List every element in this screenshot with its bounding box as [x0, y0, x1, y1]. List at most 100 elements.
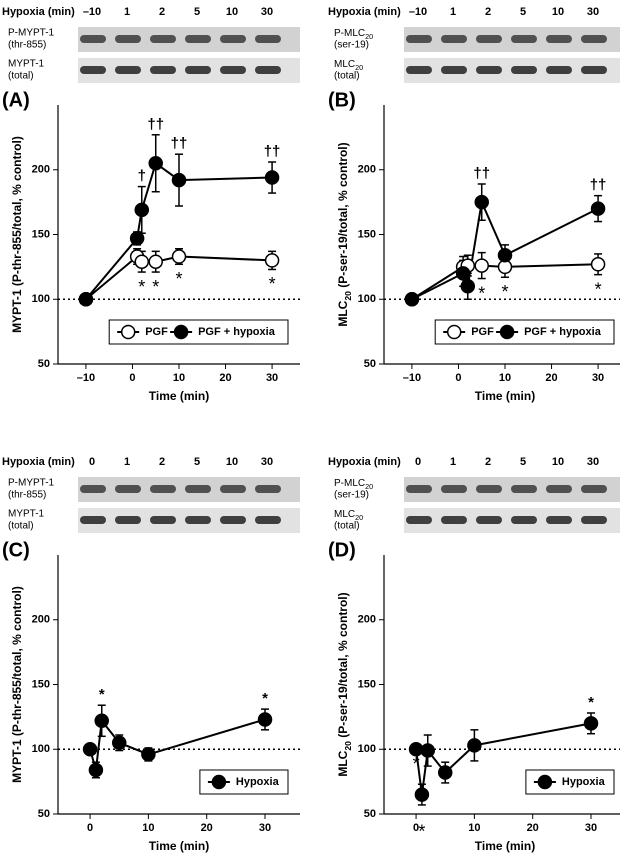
y-tick-label: 100 — [358, 293, 376, 305]
lane-label: 1 — [450, 6, 456, 18]
annotation: * — [413, 754, 420, 774]
series-line — [85, 161, 273, 300]
legend-label: Hypoxia — [236, 776, 280, 788]
lane-label: 10 — [226, 6, 238, 18]
lane-label: 5 — [520, 456, 526, 468]
legend-label: PGF + hypoxia — [198, 326, 276, 338]
blot-band — [441, 516, 467, 524]
marker — [264, 170, 280, 185]
x-tick-label: 0 — [129, 372, 135, 384]
marker — [264, 253, 280, 268]
series-line — [415, 722, 592, 795]
marker — [474, 258, 489, 273]
blot-band — [476, 35, 502, 43]
blot-band — [115, 485, 141, 493]
x-tick-label: 10 — [142, 822, 154, 834]
blot-row-label: MYPT-1 — [8, 509, 45, 520]
y-tick-label: 200 — [358, 614, 376, 626]
marker — [420, 743, 435, 758]
x-tick-label: 20 — [219, 372, 231, 384]
blot-band — [581, 485, 607, 493]
marker — [94, 713, 109, 729]
blot-band — [406, 35, 432, 43]
annotation: * — [138, 277, 145, 297]
blot-band — [406, 485, 432, 493]
blot-title: Hypoxia (min) — [2, 6, 75, 18]
blot-band — [220, 66, 246, 74]
x-tick-label: 30 — [266, 372, 278, 384]
blot-band — [441, 485, 467, 493]
blot-band — [511, 485, 537, 493]
x-tick-label: 10 — [173, 372, 185, 384]
panel-label: (D) — [328, 539, 356, 561]
blot-band — [220, 516, 246, 524]
x-axis-title: Time (min) — [149, 389, 209, 403]
lane-label: 30 — [261, 456, 273, 468]
x-tick-label: 30 — [259, 822, 271, 834]
blot-title: Hypoxia (min) — [328, 6, 401, 18]
marker — [583, 716, 599, 731]
marker — [88, 762, 104, 778]
blot-band — [185, 516, 211, 524]
blot-band — [511, 35, 537, 43]
marker — [82, 742, 98, 757]
marker — [134, 202, 150, 218]
marker — [171, 249, 187, 264]
marker — [148, 156, 163, 171]
blot-row-label: MLC20 — [334, 509, 363, 523]
blot-band — [511, 66, 537, 74]
annotation: †† — [171, 135, 188, 152]
blot-row-label: (ser-19) — [334, 490, 369, 501]
blot-row-label: MLC20 — [334, 59, 363, 73]
lane-label: 10 — [552, 6, 564, 18]
y-tick-label: 150 — [32, 678, 50, 690]
annotation: †† — [590, 177, 607, 194]
marker — [460, 279, 476, 294]
marker — [590, 257, 606, 272]
y-tick-label: 50 — [364, 808, 376, 820]
blot-band — [255, 516, 281, 524]
lane-label: 10 — [226, 456, 238, 468]
lane-label: 5 — [194, 6, 200, 18]
lane-label: 5 — [520, 6, 526, 18]
blot-band — [185, 485, 211, 493]
lane-label: 2 — [485, 456, 491, 468]
blot-row-label: (ser-19) — [334, 40, 369, 51]
lane-label: –10 — [83, 6, 101, 18]
text-part: 20 — [365, 32, 373, 41]
annotation: * — [588, 694, 594, 711]
marker — [467, 738, 482, 753]
y-tick-label: 200 — [32, 614, 50, 626]
marker — [171, 172, 187, 188]
blot-band — [80, 66, 106, 74]
blot-band — [255, 35, 281, 43]
y-tick-label: 100 — [32, 293, 50, 305]
blot-band — [546, 485, 572, 493]
text-part: MLC — [336, 750, 350, 776]
legend-box — [434, 319, 615, 345]
lane-label: 0 — [89, 456, 95, 468]
text-part: P-MLC — [334, 28, 365, 39]
text-part: MLC — [334, 509, 355, 520]
blot-row-label: P-MYPT-1 — [8, 478, 55, 489]
x-tick-label: 20 — [545, 372, 557, 384]
y-tick-label: 50 — [38, 358, 50, 370]
blot-title: Hypoxia (min) — [2, 456, 75, 468]
marker — [590, 201, 606, 216]
x-axis-title: Time (min) — [149, 839, 209, 853]
x-tick-label: –10 — [403, 372, 421, 384]
blot-title: Hypoxia (min) — [328, 456, 401, 468]
blot-band — [406, 66, 432, 74]
y-tick-label: 200 — [32, 164, 50, 176]
legend-label: PGF — [471, 326, 494, 338]
annotation: †† — [473, 165, 490, 182]
x-tick-label: 0 — [455, 372, 461, 384]
text-part: P-MLC — [334, 478, 365, 489]
marker — [455, 266, 471, 281]
x-tick-label: 0 — [87, 822, 93, 834]
blot-band — [511, 516, 537, 524]
x-tick-label: 30 — [592, 372, 604, 384]
lane-label: 30 — [587, 456, 599, 468]
marker — [134, 254, 150, 269]
lane-label: 0 — [415, 456, 421, 468]
